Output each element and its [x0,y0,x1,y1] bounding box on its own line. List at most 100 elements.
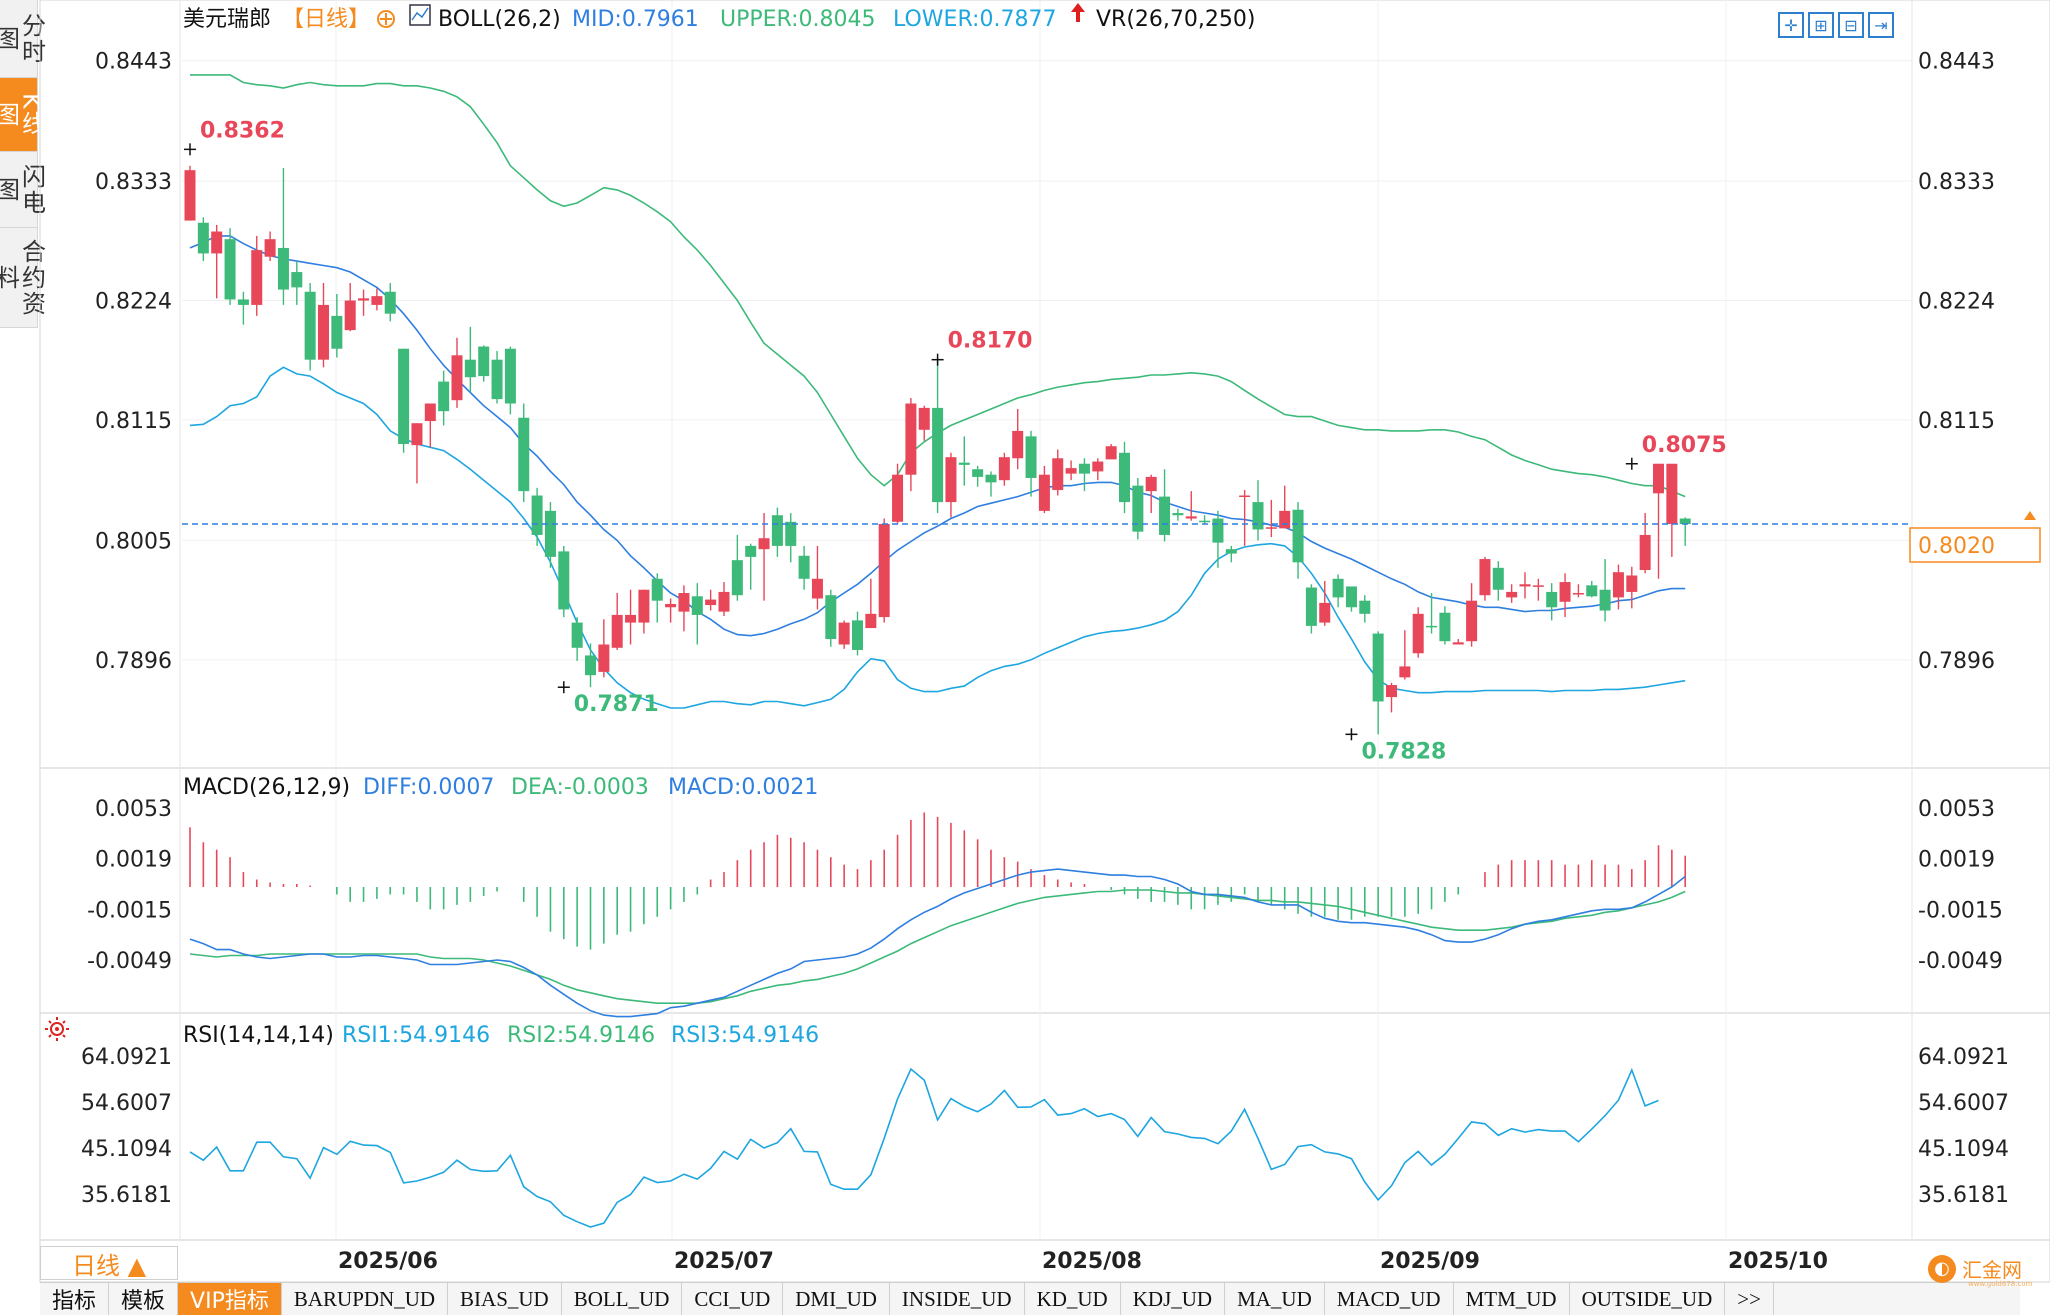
period-toggle-icon[interactable] [377,10,395,28]
period-selector[interactable]: 日线 ▲ [40,1246,178,1280]
extreme-label-high_1: 0.8362 [200,118,285,143]
candle-body [1612,572,1624,598]
price-axis-left: 0.8443 0.8333 0.8224 0.8115 0.8005 0.7896 [95,50,172,674]
candle-body [1452,642,1464,645]
candle-body [1572,593,1584,595]
macd-tick-left: 0.0019 [95,848,172,873]
candle-body [731,560,743,596]
candle-body [918,407,930,430]
candle-body [905,403,917,475]
candle-body [985,474,997,483]
candle-body [1412,613,1424,654]
candle-body [1159,496,1171,535]
macd-dea-value: DEA:-0.0003 [511,775,649,800]
macd-diff-line [189,868,1686,1018]
candle-body [331,315,343,349]
indicator-tab-11[interactable]: MA_UD [1225,1283,1325,1315]
indicator-tab-12[interactable]: MACD_UD [1325,1283,1454,1315]
candle-body [318,304,329,360]
boll-lower-value: LOWER:0.7877 [893,7,1056,32]
price-tick-left: 0.8443 [95,50,172,75]
crosshair-icon[interactable]: ✛ [1778,12,1804,38]
macd-tick-left: 0.0053 [95,797,172,822]
boll-mid-value: MID:0.7961 [572,7,699,32]
zoom-out-icon[interactable]: ⊟ [1838,12,1864,38]
indicator-tab-2[interactable]: VIP指标 [178,1283,282,1315]
indicator-tab-1[interactable]: 模板 [109,1283,179,1315]
indicator-tab-13[interactable]: MTM_UD [1454,1283,1570,1315]
candle-body [1386,685,1397,698]
price-tick-right: 0.7896 [1918,649,1995,674]
candle-body [1279,510,1291,529]
candle-body [371,296,383,305]
candle-body [1038,474,1050,511]
candle-body [1506,591,1518,598]
candle-body [518,417,530,492]
candle-body [344,300,356,331]
candle-body [1599,589,1611,611]
candle-body [237,299,249,305]
extreme-label-high_3: 0.8075 [1642,433,1727,458]
candle-body [398,348,410,445]
candle-body [1653,463,1664,494]
candle-body [1492,567,1504,590]
tab-contract-info[interactable]: 合约资料 [0,228,46,328]
price-tick-right: 0.8443 [1918,50,1995,75]
indicator-tab-5[interactable]: BOLL_UD [562,1283,683,1315]
macd-tick-right: -0.0049 [1918,949,2003,974]
indicator-tab-6[interactable]: CCI_UD [682,1283,784,1315]
candle-body [1212,518,1224,543]
candle-body [504,348,516,404]
indicator-chart-icon[interactable] [409,4,431,26]
candle-body [1292,509,1304,563]
period-label[interactable]: 【日线】 [282,7,370,32]
candle-body [211,231,223,254]
indicator-tab-10[interactable]: KDJ_UD [1121,1283,1226,1315]
candle-body [1639,534,1651,571]
rsi-tick-right: 35.6181 [1918,1183,2009,1208]
rsi-tick-left: 54.6007 [81,1091,172,1116]
candle-body [1132,485,1144,532]
candle-body [625,614,637,623]
macd-diff-value: DIFF:0.0007 [363,775,494,800]
macd-label: MACD(26,12,9) [183,775,350,800]
candle-body [958,462,970,465]
candle-body [758,538,770,550]
macd-tick-right: 0.0053 [1918,797,1995,822]
candle-body [384,291,396,314]
candle-body [224,239,236,300]
date-tick-label: 2025/07 [674,1249,774,1274]
candle-body [1546,591,1558,608]
candle-body [478,346,490,377]
indicator-tab-7[interactable]: DMI_UD [783,1283,890,1315]
candle-body [678,593,690,612]
fit-chart-icon[interactable]: ⇥ [1868,12,1894,38]
indicator-tab-3[interactable]: BARUPDN_UD [282,1283,449,1315]
candle-body [558,551,570,610]
indicator-tab-4[interactable]: BIAS_UD [448,1283,562,1315]
candle-body [424,403,436,422]
candle-body [1199,520,1211,523]
candle-body [1426,625,1438,628]
indicator-tab-15[interactable]: >> [1725,1283,1774,1315]
candle-body [1145,476,1157,492]
candle-body [1345,586,1357,608]
candle-body [1225,549,1237,554]
indicator-tab-9[interactable]: KD_UD [1025,1283,1121,1315]
candle-body [638,589,650,623]
indicator-tab-8[interactable]: INSIDE_UD [890,1283,1025,1315]
candle-body [745,545,757,557]
date-axis: 2025/06 2025/07 2025/08 2025/09 2025/10 [338,1249,1828,1274]
date-tick-label: 2025/10 [1728,1249,1828,1274]
rsi-tick-right: 45.1094 [1918,1137,2009,1162]
candlesticks [184,165,1691,735]
candle-body [825,595,837,640]
indicator-tab-14[interactable]: OUTSIDE_UD [1570,1283,1726,1315]
candle-body [1052,458,1064,491]
candle-body [1252,502,1264,530]
candle-body [998,457,1010,481]
tab-kline-chart[interactable]: K线图 [0,78,46,152]
indicator-tab-0[interactable]: 指标 [40,1283,110,1315]
settings-sun-icon[interactable] [45,1017,69,1041]
zoom-in-icon[interactable]: ⊞ [1808,12,1834,38]
